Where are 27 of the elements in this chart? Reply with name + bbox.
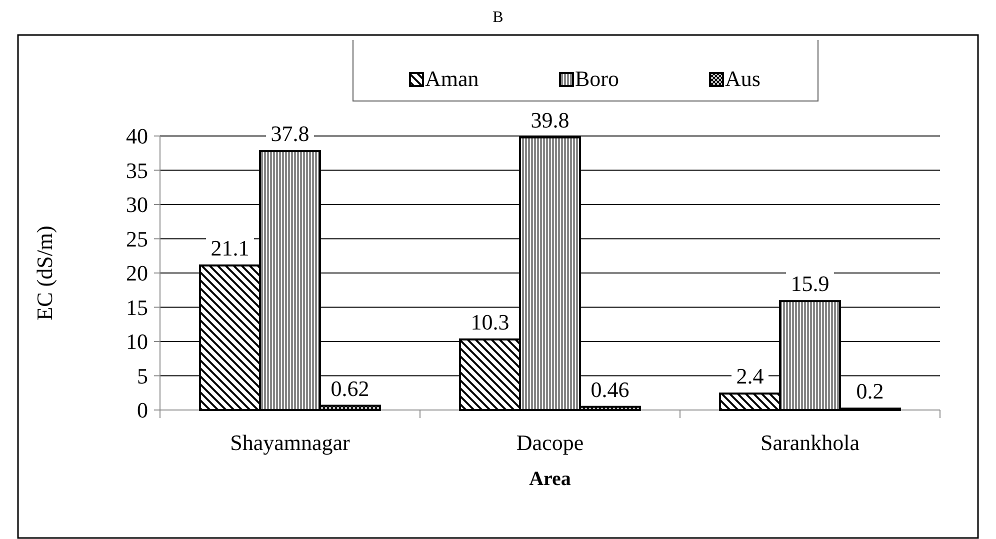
legend-label: Boro <box>575 66 619 91</box>
legend-label: Aus <box>725 66 760 91</box>
x-tick-label: Dacope <box>516 430 584 455</box>
x-tick-label: Sarankhola <box>760 430 860 455</box>
y-tick-label: 5 <box>137 363 148 388</box>
y-axis-title: EC (dS/m) <box>32 226 57 320</box>
data-label: 0.2 <box>856 378 884 404</box>
y-tick-label: 15 <box>126 294 148 320</box>
x-tick-label: Shayamnagar <box>230 430 351 455</box>
y-tick-label: 10 <box>126 329 148 354</box>
data-label: 0.46 <box>590 376 630 402</box>
data-label: 15.9 <box>790 271 830 296</box>
data-label: 10.3 <box>470 309 510 334</box>
data-label: 0.62 <box>330 376 370 401</box>
data-label: 2.4 <box>736 364 764 389</box>
y-tick-label: 35 <box>126 158 148 183</box>
data-label: 21.1 <box>210 235 250 260</box>
data-label: 39.8 <box>530 107 570 132</box>
legend-label: Aman <box>425 66 479 91</box>
chart-title: B <box>492 9 504 26</box>
data-label: 37.8 <box>270 121 310 146</box>
y-tick-label: 30 <box>126 192 148 218</box>
x-axis-title: Area <box>529 468 571 490</box>
y-tick-label: 25 <box>126 226 148 252</box>
y-tick-label: 40 <box>126 124 148 149</box>
y-tick-label: 0 <box>137 398 148 423</box>
y-tick-label: 20 <box>126 260 148 286</box>
